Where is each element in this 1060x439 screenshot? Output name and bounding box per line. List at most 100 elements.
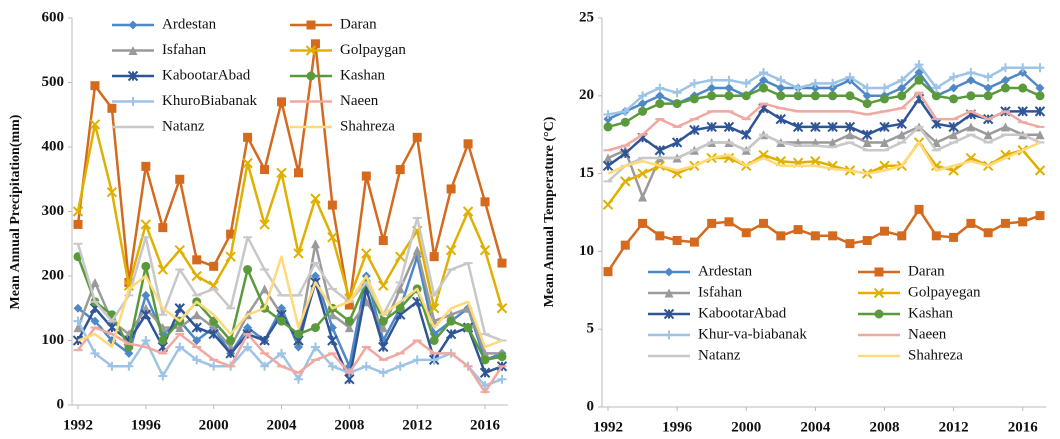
x-tick-label: 2012: [939, 419, 969, 435]
data-point: [897, 75, 907, 85]
data-point: [776, 83, 786, 93]
x-tick-label: 2008: [334, 417, 364, 433]
data-point: [655, 91, 665, 101]
data-point: [497, 374, 507, 384]
data-point: [914, 204, 924, 214]
data-point: [90, 348, 100, 358]
legend-marker: [874, 309, 884, 319]
data-point: [310, 239, 320, 249]
data-point: [174, 303, 185, 314]
data-point: [983, 72, 993, 82]
data-point: [209, 261, 219, 271]
data-point: [861, 129, 873, 140]
data-point: [225, 348, 236, 359]
data-point: [446, 316, 456, 326]
data-point: [949, 232, 959, 242]
data-point: [192, 355, 202, 365]
legend-label: KhuroBiabanak: [162, 93, 257, 109]
data-point: [603, 153, 613, 163]
legend-marker: [664, 330, 674, 340]
data-point: [378, 368, 388, 378]
data-point: [141, 261, 151, 271]
data-point: [107, 361, 117, 371]
data-point: [1018, 217, 1028, 227]
x-tick-label: 2012: [402, 417, 432, 433]
data-point: [828, 83, 838, 93]
data-point: [966, 91, 976, 101]
data-point: [638, 106, 648, 116]
x-tick-label: 1992: [63, 417, 93, 433]
data-point: [707, 218, 717, 228]
data-point: [429, 252, 439, 262]
data-point: [310, 39, 320, 49]
data-point: [1035, 83, 1045, 93]
data-point: [310, 271, 320, 281]
data-point: [603, 122, 613, 132]
data-point: [637, 168, 648, 179]
data-point: [89, 119, 101, 130]
data-point: [226, 336, 236, 345]
x-tick-label: 1992: [593, 419, 623, 435]
y-tick-label: 500: [42, 74, 65, 90]
data-point: [879, 94, 889, 104]
data-point: [949, 130, 959, 140]
legend-label: Kashan: [340, 67, 385, 83]
data-point: [759, 75, 769, 85]
data-point: [378, 341, 389, 353]
data-point: [1000, 218, 1010, 228]
data-point: [1018, 63, 1028, 73]
data-point: [862, 91, 872, 101]
x-tick-label: 1996: [131, 417, 162, 433]
x-tick-label: 2016: [1008, 419, 1039, 435]
data-point: [192, 310, 202, 320]
data-point: [242, 157, 253, 169]
data-point: [638, 99, 648, 109]
data-point: [344, 316, 354, 326]
data-point: [759, 83, 769, 93]
data-point: [412, 355, 422, 365]
data-point: [793, 225, 803, 235]
legend-label: KabootarAbad: [698, 305, 787, 321]
data-point: [428, 303, 440, 314]
data-point: [293, 248, 304, 259]
data-point: [90, 316, 100, 326]
data-point: [1035, 130, 1045, 140]
data-point: [175, 323, 185, 333]
data-point: [1018, 83, 1028, 93]
data-point: [655, 231, 665, 241]
y-axis-title: Mean Annual Temperature (°C): [542, 116, 557, 307]
data-point: [741, 228, 751, 238]
y-axis-title: Mean Annual Precipitation(mm): [8, 114, 23, 309]
data-point: [310, 193, 321, 204]
data-point: [243, 342, 253, 352]
legend-label: Shahreza: [908, 347, 963, 363]
data-point: [689, 78, 699, 88]
data-point: [983, 228, 993, 238]
data-point: [602, 160, 614, 172]
x-tick-label: 2004: [267, 417, 298, 433]
data-point: [140, 219, 152, 230]
data-point: [879, 121, 890, 133]
data-point: [655, 99, 665, 109]
legend-label: Naeen: [340, 93, 379, 109]
data-point: [620, 148, 631, 159]
y-tick-label: 0: [587, 398, 595, 414]
data-point: [73, 303, 83, 313]
data-point: [810, 231, 820, 241]
data-point: [914, 75, 924, 85]
y-tick-label: 200: [42, 267, 65, 283]
data-point: [243, 265, 253, 275]
data-point: [741, 91, 751, 101]
data-point: [845, 130, 855, 140]
data-point: [603, 109, 613, 119]
data-point: [879, 137, 889, 147]
data-point: [810, 121, 821, 133]
data-point: [654, 145, 666, 156]
data-point: [1000, 83, 1010, 93]
data-point: [106, 322, 118, 333]
data-point: [827, 121, 838, 133]
data-point: [277, 316, 287, 326]
data-point: [810, 155, 821, 167]
data-point: [758, 149, 769, 161]
y-tick-label: 20: [579, 87, 594, 103]
